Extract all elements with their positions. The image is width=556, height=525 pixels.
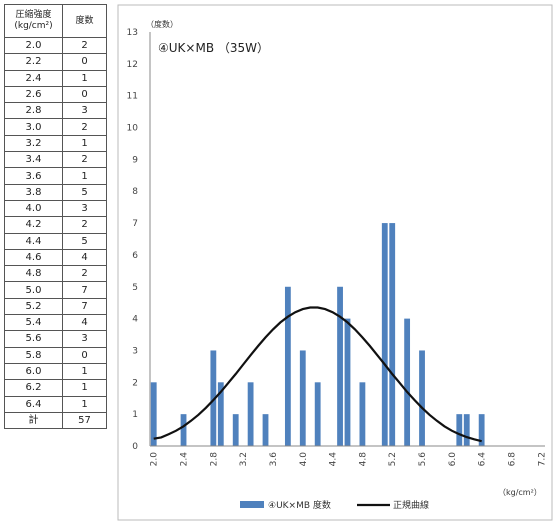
y-axis-label: （度数） [146,19,178,29]
bar [314,382,321,446]
table-row: 2.2 0 [4,53,107,71]
y-tick-label: 4 [132,315,138,325]
y-tick-label: 3 [132,346,138,356]
chart-frame [117,4,553,521]
x-tick-label: 2.4 [180,452,190,467]
x-tick-label: 6.0 [448,452,458,467]
y-tick-label: 7 [132,219,138,229]
bar [150,382,157,446]
bar-series [150,223,485,446]
legend-bar-swatch [240,501,264,508]
bar [389,223,396,446]
y-tick-label: 5 [132,283,138,293]
frequency-cell: 4 [62,314,107,332]
frequency-table: 圧縮強度 (kg/cm²) 度数 2.0 2 2.2 0 2.4 1 2.6 0 2.8 3 3.0… [4,4,107,430]
table-total-row: 計 57 [4,411,107,430]
bar [337,286,343,446]
bar [217,382,224,446]
x-tick-label: 4.8 [358,452,368,467]
y-tick-label: 8 [132,187,138,197]
x-tick-label: 6.8 [507,452,517,467]
table-row: 4.0 3 [4,199,107,218]
y-tick-label: 9 [132,155,138,165]
table-row: 5.0 7 [4,281,107,299]
x-tick-label: 6.4 [478,452,488,467]
table-row: 3.6 1 [4,167,107,185]
bar [344,318,351,446]
x-tick-label: 3.6 [269,452,279,467]
table-row: 2.8 3 [4,102,107,120]
bar [247,382,254,446]
total-label: 計 [4,411,63,430]
table-row: 4.8 2 [4,265,107,283]
y-tick-label: 2 [132,378,138,388]
bar [359,382,366,446]
legend-bar-label: ④UK×MB 度数 [268,499,331,511]
x-tick-label: 3.2 [239,452,249,466]
y-tick-label: 1 [132,410,138,420]
normal-curve-line [153,306,482,443]
bar [284,286,291,446]
y-tick-label: 12 [127,60,138,70]
column-header-strength: 圧縮強度 (kg/cm²) [4,4,63,38]
x-tick-label: 5.2 [388,452,398,466]
bar [463,414,470,446]
legend-line-label: 正規曲線 [393,499,429,511]
legend: ④UK×MB 度数 正規曲線 [240,499,429,511]
y-tick-label: 11 [127,92,138,102]
x-tick-label: 5.6 [418,452,428,467]
bar [210,350,217,446]
table-row: 2.4 1 [4,69,107,87]
table-header-row: 圧縮強度 (kg/cm²) 度数 [4,4,107,38]
bar [419,350,425,446]
table-row: 6.2 1 [4,379,107,397]
x-tick-label: 7.2 [537,452,547,466]
y-tick-label: 13 [127,28,138,38]
y-tick-label: 10 [127,124,139,134]
x-axis-ticks: 2.0 2.4 2.8 3.2 3.6 4.0 4.4 4.8 5.2 5.6 6.0 6.4 6.8 7… [150,452,548,467]
column-header-frequency: 度数 [62,4,107,38]
x-axis-label: （kg/cm²） [498,488,542,497]
y-tick-label: 0 [132,442,138,452]
x-tick-label: 2.0 [150,452,160,467]
table-row: 4.4 5 [4,232,107,250]
x-tick-label: 4.4 [329,452,339,467]
bar [404,318,411,446]
table-row: 6.4 1 [4,395,107,413]
chart-title: ④UK×MB （35W） [158,41,269,55]
bar [180,414,187,446]
total-value: 57 [62,411,107,430]
bar [299,350,306,446]
bar [456,414,463,446]
y-tick-label: 6 [132,251,138,261]
bar [381,223,388,446]
table-row: 3.0 2 [4,118,107,136]
bar [262,414,269,446]
bar [232,414,239,446]
frequency-cell: 2 [62,118,107,136]
frequency-cell: 3 [62,102,107,120]
bar [478,414,485,446]
x-tick-label: 4.0 [299,452,309,467]
x-tick-label: 2.8 [209,452,219,467]
table-row: 5.4 4 [4,314,107,332]
table-row: 3.8 5 [4,183,107,201]
